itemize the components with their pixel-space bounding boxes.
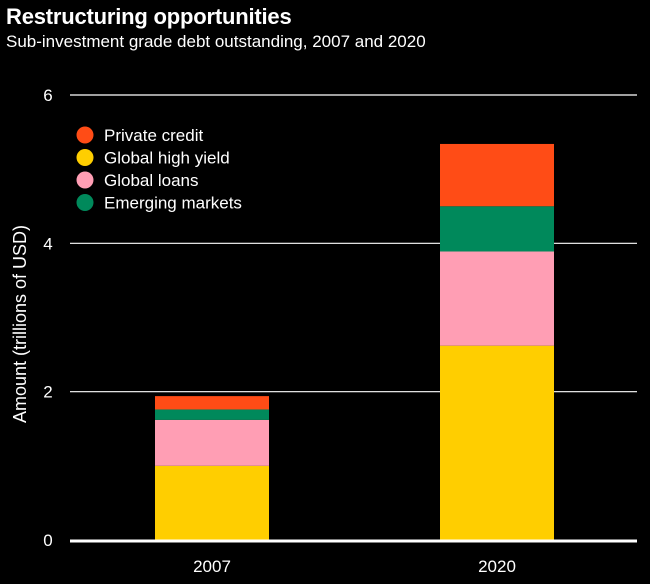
legend-swatch-emerging-markets (76, 194, 94, 211)
y-tick-label: 0 (43, 531, 52, 550)
bar-2020-global-high-yield (440, 345, 554, 540)
y-tick-label: 6 (43, 86, 52, 105)
bars (155, 143, 554, 540)
bar-2007-emerging-markets (155, 409, 269, 420)
axes: 0 2 4 6 2007 2020 (43, 86, 637, 576)
bar-2020-global-loans (440, 251, 554, 346)
legend: Private credit Global high yield Global lo… (76, 126, 242, 213)
bar-2020-private-credit (440, 143, 554, 207)
y-tick-label: 2 (43, 383, 52, 402)
bar-2007-global-loans (155, 419, 269, 466)
x-tick-label: 2020 (478, 557, 516, 576)
bar-2007-global-high-yield (155, 465, 269, 540)
legend-label: Private credit (104, 126, 203, 145)
legend-swatch-global-loans (76, 171, 94, 189)
legend-label: Emerging markets (104, 194, 242, 213)
legend-swatch-global-high-yield (76, 149, 94, 166)
legend-label: Global high yield (104, 149, 230, 168)
y-tick-label: 4 (43, 234, 52, 253)
bar-2020-emerging-markets (440, 206, 554, 252)
legend-label: Global loans (104, 171, 199, 190)
y-axis-label: Amount (trillions of USD) (10, 225, 30, 423)
chart-subtitle: Sub-investment grade debt outstanding, 2… (6, 32, 426, 51)
chart-title: Restructuring opportunities (6, 4, 292, 29)
legend-swatch-private-credit (76, 126, 94, 144)
bar-2007-private-credit (155, 396, 269, 410)
x-tick-label: 2007 (193, 557, 231, 576)
